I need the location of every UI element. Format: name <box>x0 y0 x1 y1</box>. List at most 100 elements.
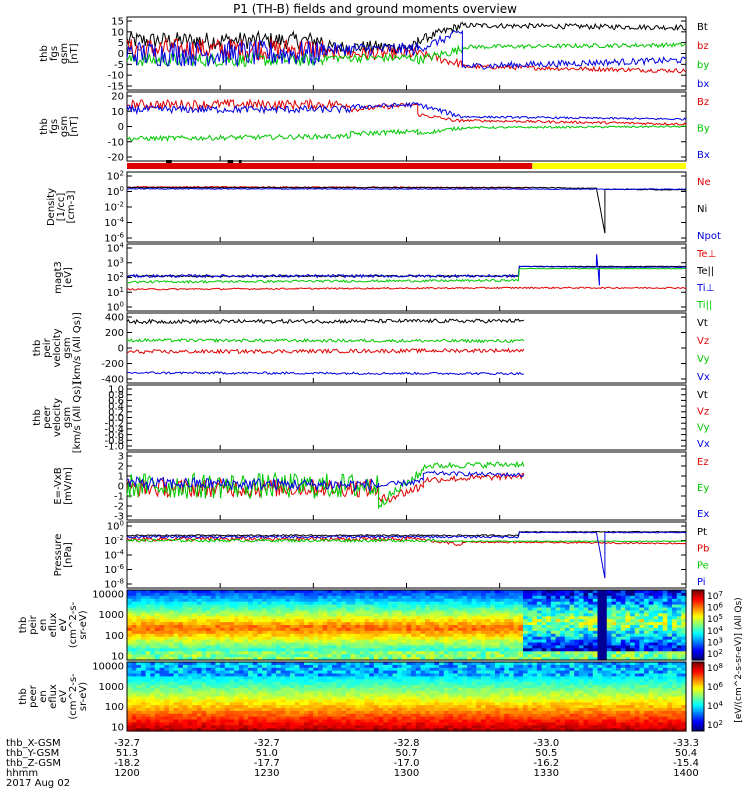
spectrogram-cell <box>145 728 151 732</box>
spectrogram-cell <box>467 670 473 675</box>
spectrogram-cell <box>406 642 412 646</box>
spectrogram-cell <box>485 610 491 614</box>
spectrogram-cell <box>262 630 268 635</box>
spectrogram-cell <box>276 619 282 623</box>
spectrogram-cell <box>532 633 538 638</box>
spectrogram-cell <box>276 627 282 632</box>
spectrogram-cell <box>285 696 291 700</box>
spectrogram-cell <box>150 722 156 726</box>
spectrogram-cell <box>476 613 482 617</box>
spectrogram-cell <box>168 667 175 672</box>
spectrogram-cell <box>355 676 361 680</box>
spectrogram-cell <box>238 613 245 617</box>
spectrogram-cell <box>290 598 296 603</box>
spectrogram-cell <box>168 630 175 635</box>
spectrogram-cell <box>373 590 380 594</box>
spectrogram-cell <box>634 610 641 614</box>
spectrogram-cell <box>406 716 412 721</box>
spectrogram-cell <box>141 633 147 638</box>
spectrogram-cell <box>304 619 310 623</box>
spectrogram-cell <box>401 645 408 649</box>
Npot-trace <box>127 187 687 191</box>
spectrogram-cell <box>345 595 352 600</box>
spectrogram-cell <box>229 592 235 597</box>
spectrogram-cell <box>574 627 580 632</box>
spectrogram-cell <box>583 616 589 620</box>
spectrogram-cell <box>206 616 212 620</box>
spectrogram-cell <box>276 710 282 715</box>
spectrogram-cell <box>434 633 440 638</box>
spectrogram-cell <box>196 722 203 726</box>
spectrogram-cell <box>429 604 436 609</box>
spectrogram-cell <box>355 690 361 695</box>
spectrogram-cell <box>220 693 226 698</box>
spectrogram-cell <box>453 685 459 689</box>
spectrogram-cell <box>378 633 384 638</box>
spectrogram-cell <box>620 639 627 644</box>
spectrogram-cell <box>527 616 533 620</box>
spectrogram-cell <box>159 679 165 683</box>
spectrogram-cell <box>560 648 566 652</box>
spectrogram-cell <box>341 601 347 606</box>
spectrogram-cell <box>145 651 151 655</box>
spectrogram-cell <box>196 685 203 689</box>
spectrogram-cell <box>667 657 673 661</box>
spectrogram-cell <box>457 702 463 706</box>
spectrogram-cell <box>667 625 673 629</box>
spectrogram-cell <box>387 616 394 620</box>
spectrogram-cell <box>495 642 501 646</box>
spectrogram-cell <box>127 710 133 715</box>
spectrogram-cell <box>252 639 259 644</box>
spectrogram-cell <box>457 699 463 703</box>
spectrogram-cell <box>387 667 394 672</box>
spectrogram-cell <box>150 662 156 666</box>
spectrogram-cell <box>313 682 319 686</box>
spectrogram-cell <box>434 670 440 675</box>
spectrogram-cell <box>332 601 338 606</box>
spectrogram-cell <box>471 648 477 652</box>
spectrogram-cell <box>588 633 594 638</box>
spectrogram-cell <box>299 670 305 675</box>
spectrogram-cell <box>550 607 557 611</box>
spectrogram-cell <box>471 664 477 669</box>
spectrogram-cell <box>578 633 585 638</box>
spectrogram-cell <box>318 685 324 689</box>
spectrogram-cell <box>369 664 375 669</box>
spectrogram-cell <box>168 713 175 718</box>
spectrogram-cell <box>229 607 235 611</box>
spectrogram-cell <box>541 622 547 626</box>
spectrogram-cell <box>462 639 468 644</box>
spectrogram-cell <box>341 607 347 611</box>
spectrogram-cell <box>318 627 324 632</box>
Te||-trace <box>126 265 686 278</box>
spectrogram-cell <box>271 685 277 689</box>
spectrogram-cell <box>555 625 561 629</box>
spectrogram-cell <box>397 654 403 658</box>
spectrogram-cell <box>150 719 156 723</box>
spectrogram-cell <box>406 604 412 609</box>
spectrogram-cell <box>434 682 440 686</box>
spectrogram-cell <box>322 725 328 729</box>
spectrogram-cell <box>574 639 580 644</box>
spectrogram-cell <box>262 625 268 629</box>
spectrogram-cell <box>406 687 412 692</box>
spectrogram-cell <box>439 633 445 638</box>
spectrogram-cell <box>248 693 254 698</box>
spectrogram-cell <box>625 648 631 652</box>
spectrogram-cell <box>178 699 184 703</box>
spectrogram-cell <box>266 595 273 600</box>
spectrogram-cell <box>215 690 221 695</box>
spectrogram-cell <box>266 685 273 689</box>
spectrogram-cell <box>355 616 361 620</box>
spectrogram-cell <box>224 679 231 683</box>
spectrogram-cell <box>420 713 426 718</box>
spectrogram-cell <box>145 654 151 658</box>
spectrogram-cell <box>345 625 352 629</box>
spectrogram-cell <box>248 645 254 649</box>
spectrogram-cell <box>266 702 273 706</box>
spectrogram-cell <box>215 708 221 712</box>
spectrogram-cell <box>355 607 361 611</box>
spectrogram-cell <box>425 685 431 689</box>
spectrogram-cell <box>448 670 454 675</box>
spectrogram-cell <box>411 625 417 629</box>
